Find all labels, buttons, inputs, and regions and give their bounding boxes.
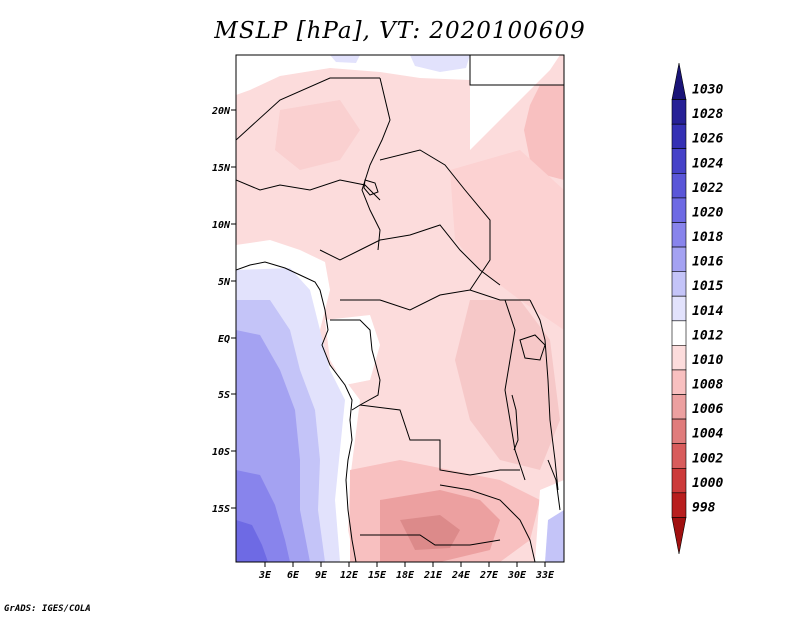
colorbar-label: 1002	[692, 451, 723, 466]
lon-label: 27E	[479, 570, 499, 581]
border-zambia	[439, 484, 536, 562]
colorbar-swatch	[671, 99, 687, 125]
lake-chad	[363, 179, 379, 196]
colorbar-label: 1018	[692, 230, 723, 245]
colorbar-swatch	[671, 443, 687, 469]
colorbar-label: 998	[692, 500, 716, 515]
lon-label: 21E	[423, 570, 443, 581]
lat-label: 5S	[218, 390, 230, 401]
lat-label: 10N	[212, 220, 231, 231]
credit-text: GrADS: IGES/COLA	[4, 604, 91, 614]
colorbar-label: 1000	[692, 476, 723, 491]
lat-label: EQ	[218, 334, 230, 345]
field-1016-se	[545, 510, 564, 562]
border-tanzania	[529, 299, 559, 491]
lon-axis: 3E 6E 9E 12E 15E 18E 21E 24E 27E 30E 33E	[258, 562, 555, 581]
lat-label: 15S	[212, 504, 230, 515]
field-1015-north	[410, 55, 470, 72]
borders	[236, 55, 564, 562]
field-1011-north	[275, 100, 360, 170]
colorbar-label: 1004	[692, 427, 723, 442]
colorbar-label: 1008	[692, 378, 723, 393]
colorbar-label: 1026	[692, 132, 723, 147]
border-great-lakes	[504, 299, 526, 481]
border-drc-north	[340, 289, 530, 311]
colorbar-swatch	[671, 222, 687, 248]
colorbar-label: 1022	[692, 181, 723, 196]
field-1007-south	[400, 515, 460, 550]
lon-label: 30E	[507, 570, 527, 581]
colorbar-swatch	[671, 369, 687, 395]
lon-label: 6E	[287, 570, 300, 581]
field-1014-congo	[325, 315, 380, 385]
colorbar-label: 1020	[692, 205, 723, 220]
colorbar-swatch	[671, 295, 687, 322]
lat-label: 20N	[211, 106, 231, 117]
field-1015-north2	[330, 55, 360, 63]
colorbar: 1030 1028 1026 1024 1022 1020 1018 1016 1015 1014…	[671, 62, 723, 555]
lon-label: 3E	[258, 570, 272, 581]
colorbar-label: 1030	[692, 83, 723, 98]
colorbar-label: 1006	[692, 402, 723, 417]
colorbar-swatch	[671, 394, 687, 420]
border-car-north	[319, 224, 501, 286]
lake-malawi	[547, 459, 561, 511]
colorbar-swatch	[671, 320, 687, 346]
lon-label: 15E	[368, 570, 387, 581]
colorbar-label: 1010	[692, 353, 723, 368]
field-1014-north	[236, 55, 470, 95]
field-1011-east	[450, 150, 564, 330]
colorbar-label: 1015	[692, 279, 723, 294]
border-egypt-sudan	[469, 55, 564, 86]
colorbar-label: 1014	[692, 304, 723, 319]
colorbar-swatch	[671, 492, 687, 518]
colorbar-swatch	[671, 418, 687, 444]
lat-label: 5N	[218, 277, 231, 288]
border-namibia	[360, 534, 501, 546]
border-drc-angola	[359, 404, 520, 476]
lat-label: 15N	[212, 163, 231, 174]
colorbar-swatch	[671, 271, 687, 297]
colorbar-swatch	[671, 123, 687, 150]
colorbar-swatch	[671, 246, 687, 272]
colorbar-swatch	[671, 517, 687, 555]
colorbar-swatch	[671, 148, 687, 174]
colorbar-label: 1016	[692, 255, 723, 270]
colorbar-label: 1024	[692, 156, 723, 171]
border-congo	[330, 319, 381, 411]
colorbar-swatch	[671, 197, 687, 223]
pressure-field	[236, 55, 564, 562]
west-coastline	[236, 261, 357, 562]
lat-label: 10S	[212, 447, 230, 458]
lake-tanganyika	[511, 394, 519, 451]
field-1010-ne	[524, 85, 564, 180]
border-niger-chad	[361, 77, 391, 251]
colorbar-label: 1012	[692, 328, 723, 343]
colorbar-swatch	[671, 173, 687, 199]
lon-label: 12E	[340, 570, 359, 581]
field-1010-east	[455, 300, 560, 470]
field-1022-ocean	[236, 520, 268, 562]
colorbar-label: 1028	[692, 107, 723, 122]
lon-label: 18E	[396, 570, 415, 581]
border-chad-sudan	[379, 149, 491, 291]
lon-label: 24E	[451, 570, 471, 581]
colorbar-swatch	[671, 345, 687, 371]
lon-label: 33E	[535, 570, 555, 581]
lake-victoria	[519, 334, 546, 361]
border-mali-algeria	[236, 77, 380, 141]
colorbar-swatch	[671, 467, 687, 494]
border-nigeria-north	[236, 179, 381, 201]
map-frame	[235, 54, 565, 563]
map-title: MSLP [hPa], VT: 2020100609	[214, 18, 586, 44]
lat-axis: 20N 15N 10N 5N EQ 5S 10S 15S	[211, 106, 236, 515]
colorbar-swatch	[671, 62, 687, 100]
lon-label: 9E	[315, 570, 328, 581]
field-1014-ne	[470, 55, 560, 150]
